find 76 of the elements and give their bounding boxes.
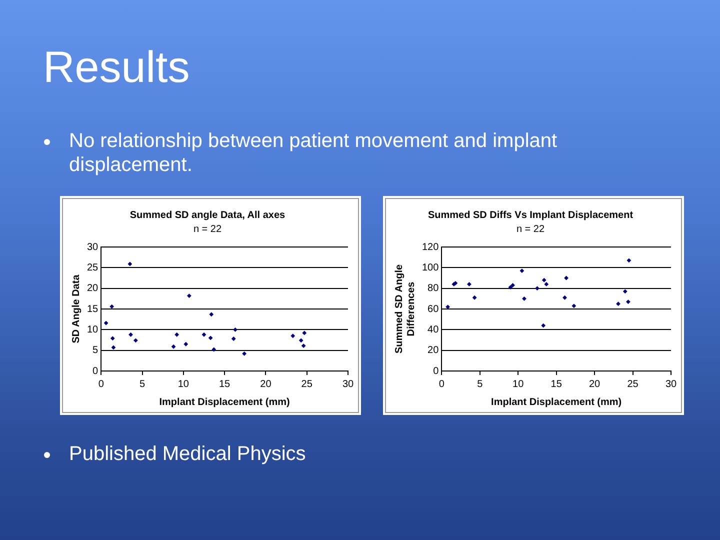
point — [522, 296, 526, 301]
text: Published Medical Physics — [69, 443, 306, 465]
point — [208, 336, 213, 340]
text: Results — [43, 42, 191, 94]
y-axis-title: Summed SD Angle Differences — [394, 264, 417, 354]
x-tick-label: 10 — [178, 378, 190, 390]
point — [572, 304, 576, 308]
y-tick-label: 0 — [92, 366, 99, 377]
point — [535, 286, 540, 291]
point — [467, 282, 472, 286]
y-tick-label: 20 — [87, 283, 99, 294]
point — [110, 304, 114, 309]
y-tick-label: 5 — [92, 345, 99, 356]
point — [626, 258, 632, 263]
point — [233, 327, 238, 332]
x-tick-label: 10 — [512, 378, 524, 390]
y-tick-label: 30 — [87, 242, 99, 253]
point — [302, 330, 307, 336]
point — [184, 342, 188, 346]
point — [301, 344, 306, 348]
y-tick-label: 20 — [428, 345, 440, 356]
point — [133, 338, 138, 343]
x-tick-label: 20 — [260, 378, 272, 390]
point — [520, 268, 524, 273]
point — [128, 332, 133, 337]
point — [111, 345, 116, 350]
point — [544, 282, 549, 286]
x-tick-label: 30 — [665, 378, 677, 390]
y-tick-label: 120 — [422, 242, 440, 253]
point — [290, 334, 296, 338]
point — [110, 336, 115, 341]
x-tick-label: 30 — [342, 378, 354, 390]
x-tick-label: 5 — [477, 378, 484, 390]
point — [128, 262, 132, 266]
point — [472, 295, 477, 300]
x-axis-title: Implant Displacement (mm) — [491, 396, 622, 408]
point — [212, 347, 216, 352]
x-tick-label: 5 — [139, 378, 146, 390]
point — [616, 302, 620, 306]
x-axis-title: Implant Displacement (mm) — [159, 396, 290, 408]
point — [298, 338, 304, 343]
point — [542, 278, 546, 282]
point — [510, 283, 515, 288]
y-tick-label: 100 — [422, 262, 440, 274]
y-tick-label: 80 — [428, 283, 440, 294]
y-axis-title: SD Angle Data — [70, 274, 82, 344]
point — [562, 295, 567, 300]
x-tick-label: 25 — [301, 378, 313, 390]
chart-subtitle: n = 22 — [193, 224, 222, 235]
point — [242, 351, 247, 356]
x-tick-label: 20 — [589, 378, 601, 390]
point — [541, 323, 546, 328]
point — [508, 285, 513, 290]
point — [104, 320, 108, 326]
y-tick-label: 0 — [433, 366, 440, 377]
x-tick-label: 25 — [627, 378, 639, 390]
point — [174, 332, 180, 337]
point — [209, 312, 214, 317]
point — [446, 304, 450, 310]
point — [186, 294, 192, 298]
chart-title: Summed SD Diffs Vs Implant Displacement — [428, 210, 634, 221]
chart-subtitle: n = 22 — [516, 224, 545, 235]
x-tick-label: 15 — [550, 378, 562, 390]
point — [171, 344, 176, 349]
y-tick-label: 40 — [428, 324, 440, 336]
y-tick-label: 10 — [87, 324, 99, 336]
x-tick-label: 15 — [219, 378, 231, 390]
y-tick-label: 15 — [87, 304, 99, 315]
chart-title: Summed SD angle Data, All axes — [130, 210, 286, 221]
point — [202, 332, 206, 337]
y-tick-label: 25 — [87, 262, 99, 274]
text: No relationship between patient movement and implant displacement. — [69, 130, 558, 176]
point — [231, 336, 236, 341]
point — [626, 300, 630, 304]
point — [622, 289, 628, 294]
y-tick-label: 60 — [428, 304, 440, 315]
